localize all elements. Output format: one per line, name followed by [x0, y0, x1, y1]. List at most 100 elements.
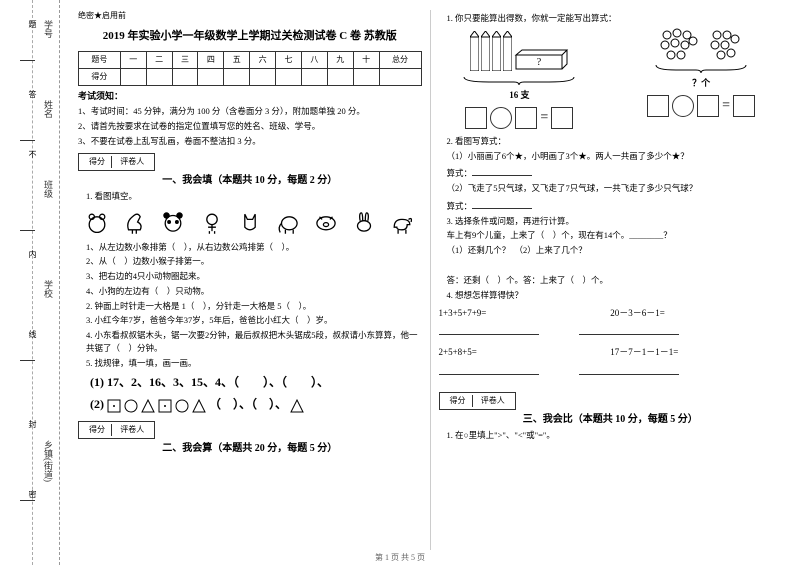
th: 七 [276, 51, 302, 68]
pig-icon [313, 209, 339, 235]
pencil-icon [492, 31, 501, 71]
cat-icon [237, 209, 263, 235]
secret-tag: 绝密★启用前 [78, 10, 422, 22]
elephant-icon [275, 209, 301, 235]
scorebox: 得分 评卷人 [78, 421, 155, 439]
brace-icon [459, 75, 579, 85]
seq1-text: 17、2、16、3、15、4、（ ）、（ ）、 [107, 375, 329, 389]
q4: 4. 小东看叔叔锯木头，锯一次要2分钟，最后叔叔把木头锯成5段，叔叔请小东算算，… [86, 329, 422, 355]
main-content: 绝密★启用前 2019 年实验小学一年级数学上学期过关检测试卷 C 卷 苏教版 … [70, 10, 790, 550]
scorebox: 得分 评卷人 [78, 153, 155, 171]
binding-margin: 学号 姓名 班级 学校 乡镇(街道) 题 答 不 内 线 封 密 [0, 0, 60, 565]
bind-label-name: 姓名 [42, 100, 55, 118]
th: 一 [120, 51, 146, 68]
calc-text: 算式： [447, 201, 473, 211]
rq3a: 车上有9个儿童，上来了（ ）个，现在有14个。________？ [447, 229, 783, 242]
bind-line [20, 500, 35, 501]
th: 八 [301, 51, 327, 68]
section-3-header: 三、我会比（本题共 10 分，每题 5 分） [439, 412, 783, 427]
td [146, 68, 172, 85]
seal-text: 不 [27, 150, 38, 158]
animal-row [78, 209, 422, 235]
blank-square [551, 107, 573, 129]
circle-icon [175, 399, 189, 413]
circle-cluster-icon [707, 27, 743, 63]
calc-item: 17－7－1－1－1= [610, 346, 782, 360]
brace-icon [651, 63, 751, 73]
rq2: 2. 看图写算式： [447, 135, 783, 148]
seal-text: 密 [27, 490, 38, 498]
blank-square [647, 95, 669, 117]
notice-line: 2、请首先按要求在试卷的指定位置填写您的姓名、班级、学号。 [78, 120, 422, 133]
frog-icon [84, 209, 110, 235]
rabbit-icon [351, 209, 377, 235]
blank-line [472, 164, 532, 176]
equation-row: = [620, 95, 782, 117]
th: 十 [353, 51, 379, 68]
triangle-icon [290, 399, 304, 413]
table-row: 题号 一 二 三 四 五 六 七 八 九 十 总分 [79, 51, 422, 68]
dog-icon [389, 209, 415, 235]
circle-icon [124, 399, 138, 413]
td [301, 68, 327, 85]
blank-square [733, 95, 755, 117]
rq3b: （1）还剩几个？ （2）上来了几个？ [447, 244, 783, 257]
seq2: (2) （ ）、（ ）、 [90, 395, 422, 413]
td [250, 68, 276, 85]
q3: 3. 小红今年7岁，爸爸今年37岁，5年后，爸爸比小红大（ ）岁。 [86, 314, 422, 327]
notice-line: 1、考试时间：45 分钟，满分为 100 分（含卷面分 3 分），附加题单独 2… [78, 105, 422, 118]
bind-line [20, 140, 35, 141]
bind-line [20, 360, 35, 361]
calc-item: 20－3－6－1= [610, 307, 782, 321]
notice-header: 考试须知： [78, 90, 422, 104]
seq2-label: (2) [90, 397, 104, 411]
panda-icon [160, 209, 186, 235]
score-label: 得分 [83, 424, 112, 436]
blank-square [697, 95, 719, 117]
blank-line [439, 323, 539, 335]
calc-label: 算式： [447, 197, 783, 213]
marker-label: 评卷人 [475, 395, 511, 407]
triangle-icon [192, 399, 206, 413]
bind-line [20, 60, 35, 61]
bind-label-school: 学校 [42, 280, 55, 298]
paper-title: 2019 年实验小学一年级数学上学期过关检测试卷 C 卷 苏教版 [78, 28, 422, 45]
rq1: 1. 你只要能算出得数，你就一定能写出算式： [447, 12, 783, 25]
calc-grid: 2+5+8+5= 17－7－1－1－1= [439, 343, 783, 363]
page-footer: 第 1 页 共 5 页 [0, 552, 800, 563]
calc-item: 1+3+5+7+9= [439, 307, 611, 321]
rq2b: （2）飞走了5只气球，又飞走了7只气球，一共飞走了多少只气球？ [447, 182, 783, 195]
calc-label: 算式： [447, 164, 783, 180]
box-icon: ? [514, 49, 569, 71]
table-row: 得分 [79, 68, 422, 85]
th: 总分 [379, 51, 421, 68]
q1: 1. 看图填空。 [86, 190, 422, 203]
td [353, 68, 379, 85]
q1-sub1: 1、从左边数小象排第（ ），从右边数公鸡排第（ ）。 [86, 241, 422, 254]
label-16: 16 支 [439, 89, 601, 103]
seal-text: 题 [27, 20, 38, 28]
blank-circle [672, 95, 694, 117]
blank-line [472, 197, 532, 209]
seq1: (1) 17、2、16、3、15、4、（ ）、（ ）、 [90, 373, 422, 391]
notice-line: 3、不要在试卷上乱写乱画，卷面不整洁扣 3 分。 [78, 135, 422, 148]
rq3ans: 答：还剩（ ）个。答：上来了（ ）个。 [447, 274, 783, 287]
pencils-figure: ? 16 支 = [439, 27, 601, 133]
right-column: 1. 你只要能算出得数，你就一定能写出算式： ? 16 支 = [431, 10, 791, 550]
square-icon [107, 399, 121, 413]
equation-row: = [439, 107, 601, 129]
pencil-icon [503, 31, 512, 71]
square-icon [158, 399, 172, 413]
marker-label: 评卷人 [114, 424, 150, 436]
th: 三 [172, 51, 198, 68]
notice-block: 1、考试时间：45 分钟，满分为 100 分（含卷面分 3 分），附加题单独 2… [78, 105, 422, 147]
label-qm: ？个 [620, 77, 782, 91]
rq4: 4. 想想怎样算得快？ [447, 289, 783, 302]
seq1-label: (1) [90, 375, 104, 389]
blank-line [579, 363, 679, 375]
figure-row: ? 16 支 = [439, 27, 783, 133]
svg-text:?: ? [537, 57, 542, 68]
td: 得分 [79, 68, 121, 85]
bind-label-class: 班级 [42, 180, 55, 198]
monkey-icon [199, 209, 225, 235]
